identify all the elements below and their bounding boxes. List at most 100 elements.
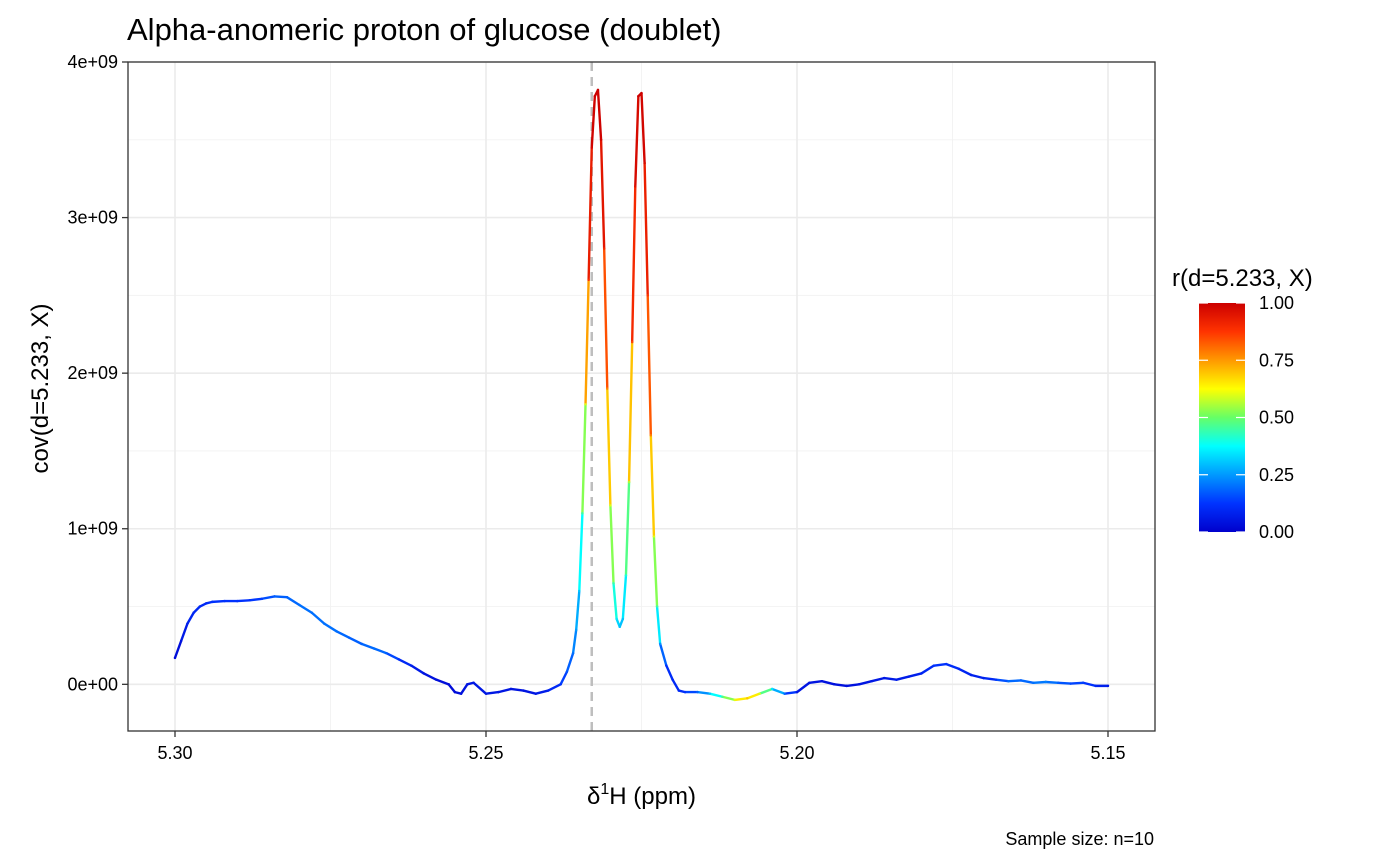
trace-point bbox=[223, 599, 226, 603]
trace-point bbox=[634, 185, 637, 188]
trace-point bbox=[646, 294, 649, 297]
trace-segment bbox=[630, 185, 637, 344]
trace-segment bbox=[770, 687, 786, 695]
trace-segment bbox=[574, 589, 581, 632]
trace-segment bbox=[578, 511, 584, 593]
trace-segment bbox=[758, 687, 774, 695]
color-legend: r(d=5.233, X) 0.00 0.25 0.50 0.75 1.00 bbox=[1172, 265, 1313, 542]
trace-point bbox=[658, 642, 662, 646]
trace-segment bbox=[696, 690, 712, 695]
trace-point bbox=[677, 689, 681, 692]
trace-segment bbox=[602, 247, 609, 390]
trace-segment bbox=[260, 595, 276, 600]
trace-segment bbox=[285, 596, 301, 607]
trace-point bbox=[882, 676, 886, 680]
trace-point bbox=[192, 611, 195, 614]
trace-segment bbox=[870, 676, 886, 683]
trace-point bbox=[435, 678, 438, 681]
trace-point bbox=[590, 146, 593, 149]
trace-point bbox=[547, 689, 550, 692]
trace-point bbox=[907, 675, 911, 678]
trace-point bbox=[285, 596, 289, 599]
trace-segment bbox=[658, 642, 668, 667]
trace-segment bbox=[273, 595, 289, 599]
trace-segment bbox=[397, 658, 413, 667]
trace-point bbox=[1106, 684, 1110, 688]
trace-segment bbox=[833, 683, 848, 688]
trace-point bbox=[581, 511, 584, 515]
y-axis: 0e+00 1e+09 2e+09 3e+09 4e+09 bbox=[67, 52, 128, 694]
trace-point bbox=[655, 605, 659, 608]
trace-segment bbox=[211, 599, 226, 604]
trace-point bbox=[593, 95, 597, 98]
trace-point bbox=[584, 403, 587, 406]
trace-point bbox=[895, 678, 898, 681]
trace-point bbox=[173, 656, 177, 660]
trace-segment bbox=[547, 683, 562, 692]
trace-point bbox=[453, 690, 457, 694]
trace-point bbox=[602, 247, 606, 250]
trace-point bbox=[574, 628, 578, 632]
trace-segment bbox=[385, 652, 401, 661]
trace-segment bbox=[599, 138, 606, 250]
trace-point bbox=[372, 647, 376, 650]
trace-point bbox=[1057, 681, 1060, 684]
trace-point bbox=[497, 690, 500, 694]
trace-point bbox=[969, 673, 973, 677]
legend-label: 1.00 bbox=[1259, 293, 1294, 313]
legend-label: 0.75 bbox=[1259, 350, 1294, 370]
trace-point bbox=[198, 605, 202, 608]
trace-point bbox=[618, 625, 621, 628]
trace-segment bbox=[534, 689, 550, 695]
x-axis-title: δ1H (ppm) bbox=[587, 781, 696, 810]
trace-point bbox=[298, 603, 301, 607]
trace-segment bbox=[895, 675, 911, 681]
trace-point bbox=[565, 670, 569, 674]
legend-label: 0.00 bbox=[1259, 522, 1294, 542]
trace-point bbox=[643, 161, 646, 165]
trace-segment bbox=[459, 683, 469, 695]
trace-segment bbox=[410, 664, 425, 675]
trace-point bbox=[599, 138, 603, 141]
trace-segment bbox=[733, 697, 749, 702]
trace-point bbox=[858, 683, 861, 686]
trace-point bbox=[186, 622, 189, 625]
chart-title: Alpha-anomeric proton of glucose (double… bbox=[127, 12, 722, 47]
trace-segment bbox=[1069, 681, 1085, 685]
trace-segment bbox=[1044, 680, 1060, 684]
trace-point bbox=[612, 581, 615, 585]
trace-point bbox=[746, 697, 749, 700]
trace-segment bbox=[634, 95, 640, 188]
trace-segment bbox=[1081, 681, 1097, 688]
trace-point bbox=[957, 667, 960, 670]
trace-segment bbox=[646, 294, 653, 437]
trace-segment bbox=[969, 673, 985, 680]
trace-segment bbox=[783, 690, 799, 695]
trace-segment bbox=[472, 681, 488, 695]
trace-point bbox=[721, 695, 724, 698]
trace-segment bbox=[957, 667, 973, 677]
trace-segment bbox=[1032, 680, 1048, 684]
trace-segment bbox=[372, 647, 388, 655]
trace-point bbox=[1044, 680, 1048, 684]
trace-segment bbox=[624, 480, 631, 577]
trace-point bbox=[845, 684, 848, 688]
trace-point bbox=[484, 692, 488, 695]
trace-point bbox=[360, 642, 363, 646]
trace-segment bbox=[484, 690, 500, 695]
x-tick-label: 5.20 bbox=[779, 743, 814, 763]
trace-point bbox=[920, 672, 923, 675]
trace-point bbox=[385, 652, 388, 655]
trace-segment bbox=[447, 683, 457, 694]
trace-point bbox=[236, 599, 239, 603]
trace-point bbox=[665, 664, 668, 667]
trace-segment bbox=[509, 687, 525, 692]
trace-point bbox=[522, 689, 525, 692]
trace-point bbox=[1019, 679, 1023, 682]
trace-point bbox=[994, 678, 998, 681]
trace-point bbox=[624, 574, 628, 577]
trace-point bbox=[945, 662, 948, 666]
trace-segment bbox=[360, 642, 376, 650]
trace-point bbox=[770, 687, 774, 691]
trace-point bbox=[640, 91, 643, 95]
